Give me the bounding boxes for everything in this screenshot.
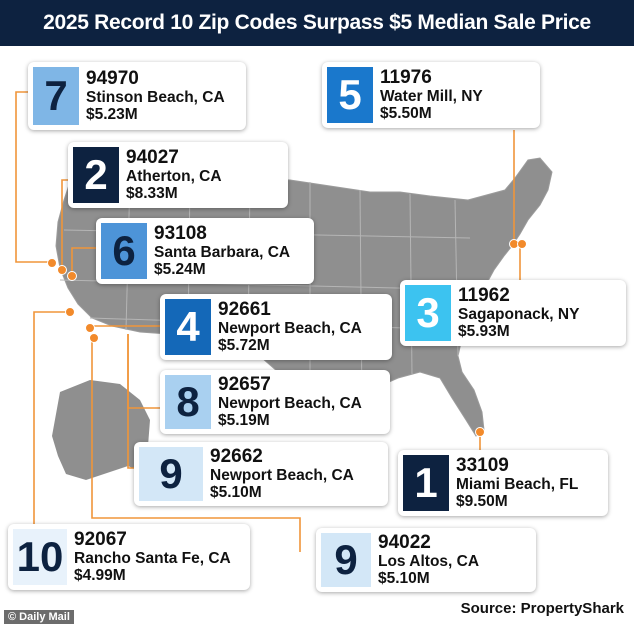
rank-number: 9 (159, 450, 183, 497)
rank-badge: 3 (405, 285, 451, 341)
publisher-credit: © Daily Mail (4, 610, 74, 624)
location-dots (47, 239, 527, 437)
rank-number: 4 (176, 303, 200, 350)
card-rank-9-los-altos: 9 94022 Los Altos, CA $5.10M (316, 528, 536, 592)
zip-code: 33109 (456, 455, 509, 476)
zip-code: 94027 (126, 147, 179, 168)
zip-code: 11976 (380, 67, 432, 88)
median-price: $8.33M (126, 185, 178, 202)
zip-code: 94970 (86, 68, 139, 89)
rank-badge: 7 (33, 67, 79, 125)
rank-number: 9 (334, 536, 358, 583)
median-price: $5.93M (458, 323, 510, 340)
card-rank-7: 7 94970 Stinson Beach, CA $5.23M (28, 62, 246, 130)
card-info: 93108 Santa Barbara, CA $5.24M (147, 218, 298, 284)
location-name: Newport Beach, CA (218, 320, 362, 337)
card-rank-10: 10 92067 Rancho Santa Fe, CA $4.99M (8, 524, 250, 590)
zip-code: 92662 (210, 446, 263, 467)
rank-number: 1 (414, 459, 438, 506)
connector-lines (15, 91, 521, 552)
location-name: Stinson Beach, CA (86, 89, 225, 106)
card-rank-6: 6 93108 Santa Barbara, CA $5.24M (96, 218, 314, 284)
card-info: 92657 Newport Beach, CA $5.19M (211, 370, 370, 434)
location-name: Sagaponack, NY (458, 306, 580, 323)
zip-code: 94022 (378, 532, 431, 553)
rank-number: 10 (16, 533, 64, 580)
zip-code: 93108 (154, 223, 207, 244)
rank-number: 2 (84, 151, 108, 198)
card-rank-4: 4 92661 Newport Beach, CA $5.72M (160, 294, 392, 360)
median-price: $5.24M (154, 261, 206, 278)
card-info: 92661 Newport Beach, CA $5.72M (211, 294, 370, 360)
rank-badge: 9 (139, 447, 203, 501)
zip-code: 11962 (458, 285, 510, 306)
card-info: 92067 Rancho Santa Fe, CA $4.99M (67, 524, 239, 590)
location-name: Santa Barbara, CA (154, 244, 291, 261)
rank-number: 7 (44, 72, 68, 119)
location-name: Newport Beach, CA (218, 395, 362, 412)
median-price: $5.23M (86, 106, 138, 123)
median-price: $5.19M (218, 412, 270, 429)
median-price: $5.10M (378, 570, 430, 587)
card-info: 11962 Sagaponack, NY $5.93M (451, 280, 587, 346)
median-price: $5.50M (380, 105, 432, 122)
rank-badge: 9 (321, 533, 371, 587)
zip-code: 92657 (218, 374, 271, 395)
page-title: 2025 Record 10 Zip Codes Surpass $5 Medi… (0, 0, 634, 46)
location-name: Newport Beach, CA (210, 467, 354, 484)
location-name: Los Altos, CA (378, 553, 480, 570)
median-price: $4.99M (74, 567, 126, 584)
location-name: Atherton, CA (126, 168, 222, 185)
location-name: Water Mill, NY (380, 88, 483, 105)
card-rank-2: 2 94027 Atherton, CA $8.33M (68, 142, 288, 208)
rank-badge: 1 (403, 455, 449, 511)
card-info: 94022 Los Altos, CA $5.10M (371, 528, 487, 592)
rank-badge: 2 (73, 147, 119, 203)
rank-badge: 10 (13, 529, 67, 585)
rank-badge: 4 (165, 299, 211, 355)
source-note: Source: PropertyShark (460, 600, 624, 617)
rank-number: 8 (176, 378, 200, 425)
card-info: 11976 Water Mill, NY $5.50M (373, 62, 491, 128)
median-price: $5.72M (218, 337, 270, 354)
rank-badge: 5 (327, 67, 373, 123)
rank-number: 5 (338, 71, 362, 118)
location-name: Rancho Santa Fe, CA (74, 550, 231, 567)
card-rank-8: 8 92657 Newport Beach, CA $5.19M (160, 370, 390, 434)
zip-code: 92661 (218, 299, 271, 320)
card-info: 92662 Newport Beach, CA $5.10M (203, 442, 362, 506)
card-info: 33109 Miami Beach, FL $9.50M (449, 450, 586, 516)
card-rank-5: 5 11976 Water Mill, NY $5.50M (322, 62, 540, 128)
zip-code: 92067 (74, 529, 127, 550)
location-name: Miami Beach, FL (456, 476, 579, 493)
card-rank-9-newport: 9 92662 Newport Beach, CA $5.10M (134, 442, 388, 506)
card-info: 94027 Atherton, CA $8.33M (119, 142, 230, 208)
rank-badge: 6 (101, 223, 147, 279)
median-price: $9.50M (456, 493, 508, 510)
rank-number: 3 (416, 289, 440, 336)
card-rank-1: 1 33109 Miami Beach, FL $9.50M (398, 450, 608, 516)
card-info: 94970 Stinson Beach, CA $5.23M (79, 62, 233, 130)
median-price: $5.10M (210, 484, 262, 501)
rank-number: 6 (112, 227, 136, 274)
card-rank-3: 3 11962 Sagaponack, NY $5.93M (400, 280, 626, 346)
rank-badge: 8 (165, 375, 211, 429)
